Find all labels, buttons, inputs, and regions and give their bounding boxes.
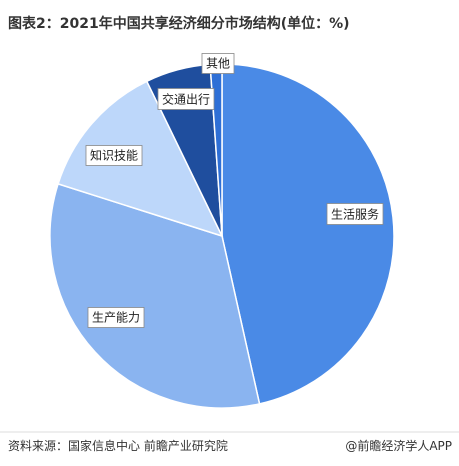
credit: @前瞻经济学人APP — [345, 438, 452, 453]
pie-slice — [49, 182, 261, 409]
slice-label: 生活服务 — [331, 207, 379, 222]
label-box — [157, 88, 215, 110]
pie-slice — [221, 63, 395, 405]
slice-label: 其他 — [206, 57, 230, 71]
slice-label: 知识技能 — [90, 149, 138, 163]
slice-label: 生产能力 — [92, 311, 140, 325]
pie — [49, 63, 395, 409]
slice-label: 交通出行 — [162, 92, 210, 107]
label-box — [87, 307, 145, 328]
source: 资料来源：国家信息中心 前瞻产业研究院 — [8, 438, 228, 453]
chart-title: 图表2：2021年中国共享经济细分市场结构(单位：%) — [8, 15, 350, 32]
label-box — [326, 203, 384, 225]
label-box — [201, 53, 235, 74]
label-box — [85, 145, 143, 166]
